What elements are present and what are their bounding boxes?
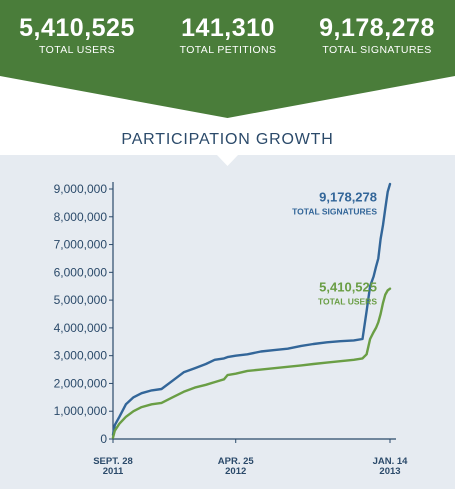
series-line-total-signatures	[111, 182, 392, 436]
y-tick-label: 8,000,000	[54, 210, 108, 224]
stats-banner	[0, 0, 455, 118]
stat-total-signatures: 9,178,278 TOTAL SIGNATURES	[302, 14, 452, 57]
annotation-value-signatures: 9,178,278	[319, 189, 377, 204]
section-title: PARTICIPATION GROWTH	[121, 131, 334, 148]
y-tick-label: 3,000,000	[54, 349, 108, 363]
x-tick-label-year: 2012	[225, 466, 246, 477]
y-tick-label: 7,000,000	[54, 238, 108, 252]
y-tick-label: 9,000,000	[54, 182, 108, 196]
x-tick-label: APR. 25	[218, 456, 255, 467]
stat-total-petitions: 141,310 TOTAL PETITIONS	[153, 14, 303, 57]
series-line-total-users	[111, 287, 392, 439]
stat-total-users-label: TOTAL USERS	[39, 44, 115, 56]
chart-panel-background	[0, 155, 455, 489]
stat-total-petitions-label: TOTAL PETITIONS	[179, 44, 277, 56]
stat-total-signatures-value: 9,178,278	[319, 14, 435, 42]
stat-total-petitions-value: 141,310	[181, 14, 275, 42]
y-tick-label: 6,000,000	[54, 265, 108, 279]
y-tick-label: 1,000,000	[54, 404, 108, 418]
stat-total-signatures-label: TOTAL SIGNATURES	[322, 44, 432, 56]
x-tick-label: SEPT. 28	[93, 456, 133, 467]
y-tick-label: 5,000,000	[54, 293, 108, 307]
annotation-value-users: 5,410,525	[319, 280, 377, 295]
banner-background	[0, 0, 455, 118]
y-tick-label: 0	[100, 432, 107, 446]
annotation-name-users: TOTAL USERS	[318, 297, 377, 307]
x-tick-label-year: 2013	[379, 466, 400, 477]
x-tick-label: JAN. 14	[373, 456, 409, 467]
y-tick-label: 2,000,000	[54, 376, 108, 390]
x-tick-label-year: 2011	[103, 466, 124, 477]
stat-total-users-value: 5,410,525	[19, 14, 135, 42]
stat-total-users: 5,410,525 TOTAL USERS	[2, 14, 152, 57]
y-tick-label: 4,000,000	[54, 321, 108, 335]
annotation-name-signatures: TOTAL SIGNATURES	[292, 206, 377, 216]
